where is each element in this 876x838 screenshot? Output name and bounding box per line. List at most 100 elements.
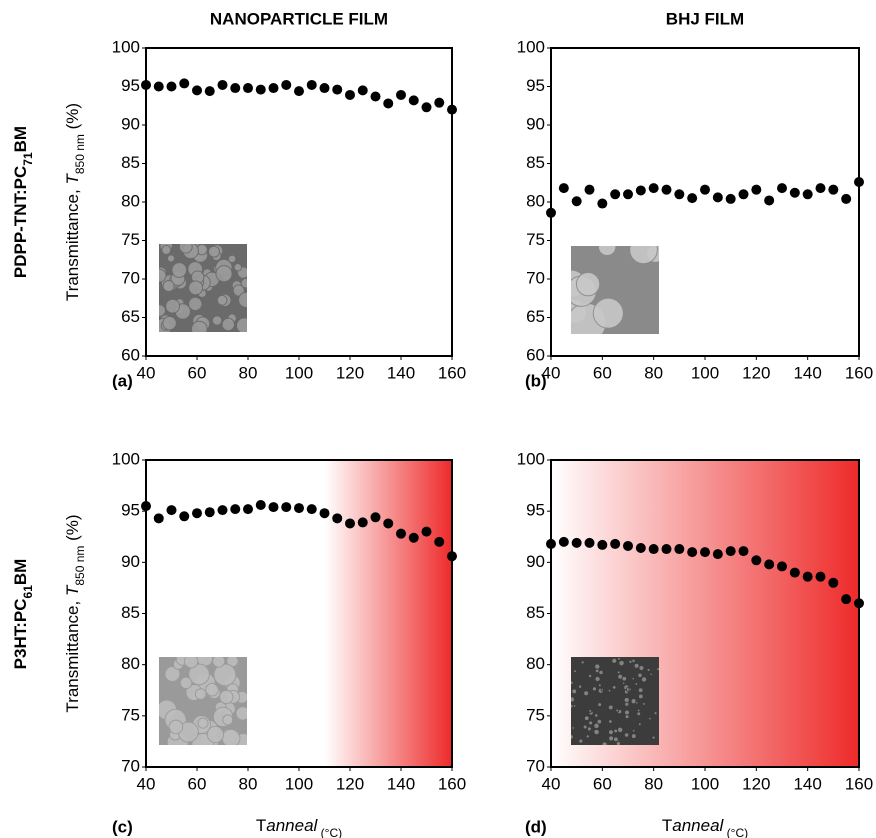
y-tick-label: 60 [526, 345, 545, 364]
y-tick-label: 80 [121, 191, 140, 210]
data-point [597, 198, 608, 209]
data-point [332, 513, 343, 524]
y-tick-label: 80 [526, 191, 545, 210]
data-point [610, 189, 621, 200]
data-point [558, 183, 569, 194]
data-point [281, 79, 292, 90]
data-point [306, 79, 317, 90]
data-point [712, 549, 723, 560]
data-point [764, 559, 775, 570]
data-point [383, 98, 394, 109]
data-point [345, 518, 355, 529]
y-tick-label: 90 [121, 114, 140, 133]
data-point [204, 507, 215, 518]
data-point [319, 83, 330, 94]
data-point [712, 192, 723, 203]
data-point [751, 555, 762, 566]
plot-frame [145, 47, 453, 357]
y-tick-label: 80 [526, 654, 545, 673]
x-tick-label: 60 [593, 774, 612, 793]
data-point [558, 536, 569, 547]
data-point [421, 102, 432, 113]
column-title: NANOPARTICLE FILM [210, 9, 388, 28]
data-point [635, 185, 646, 196]
data-point [255, 84, 266, 95]
y-tick-label: 85 [526, 603, 545, 622]
plot-frame [550, 47, 860, 357]
y-tick-label: 75 [526, 705, 545, 724]
y-tick-label: 95 [526, 501, 545, 520]
data-point [610, 538, 621, 549]
x-tick-label: 60 [188, 774, 207, 793]
data-point [584, 537, 595, 548]
data-point [268, 83, 279, 94]
x-tick-label: 160 [438, 774, 466, 793]
data-point [153, 513, 164, 524]
data-point [230, 83, 241, 94]
data-point [828, 184, 839, 195]
data-point [635, 543, 646, 554]
row-title: P3HT:PC61BM [11, 559, 35, 670]
data-point [281, 502, 292, 513]
data-point [255, 500, 266, 511]
row-title: PDPP-TNT:PC71BM [11, 126, 35, 278]
data-point [815, 571, 826, 582]
data-point [687, 193, 698, 204]
data-point [434, 97, 445, 108]
inset-image [571, 246, 659, 334]
panel-label: (c) [112, 817, 133, 836]
data-point [623, 540, 633, 551]
y-tick-label: 70 [121, 756, 140, 775]
data-point [408, 532, 419, 543]
data-point [700, 184, 710, 195]
data-point [357, 85, 368, 96]
x-tick-label: 140 [387, 774, 415, 793]
y-tick-label: 90 [526, 114, 545, 133]
data-point [396, 89, 406, 100]
data-point [319, 508, 330, 519]
data-point [268, 502, 279, 513]
data-point [192, 85, 202, 96]
y-tick-label: 75 [121, 230, 140, 249]
x-tick-label: 60 [188, 363, 207, 382]
data-point [345, 89, 355, 100]
x-tick-label: 160 [845, 363, 873, 382]
data-point [217, 505, 228, 516]
data-point [700, 547, 710, 558]
data-point [648, 544, 659, 555]
data-point [738, 546, 749, 557]
panel-label: (a) [112, 371, 133, 390]
data-point [294, 503, 304, 514]
panel-label: (b) [525, 371, 547, 390]
shaded-region [324, 460, 452, 767]
y-tick-label: 60 [121, 345, 140, 364]
x-tick-label: 160 [845, 774, 873, 793]
data-point [179, 511, 190, 522]
data-point [357, 517, 368, 528]
x-tick-label: 120 [742, 774, 770, 793]
data-point [408, 95, 419, 106]
y-tick-label: 85 [526, 153, 545, 172]
data-point [584, 184, 595, 195]
data-point [153, 81, 164, 92]
x-tick-label: 100 [285, 774, 313, 793]
data-point [777, 561, 787, 572]
x-tick-label: 80 [239, 774, 258, 793]
inset-image [571, 657, 659, 745]
data-point [332, 84, 343, 95]
panel-label: (d) [525, 817, 547, 836]
data-point [383, 518, 394, 529]
data-point [597, 539, 608, 550]
data-point [841, 594, 852, 605]
data-point [192, 508, 202, 519]
column-title: BHJ FILM [666, 9, 744, 28]
y-tick-label: 95 [526, 76, 545, 95]
data-point [802, 571, 813, 582]
y-tick-label: 100 [517, 37, 545, 56]
x-tick-label: 100 [285, 363, 313, 382]
data-point [828, 577, 839, 588]
x-tick-label: 160 [438, 363, 466, 382]
y-tick-label: 90 [526, 552, 545, 571]
data-point [751, 184, 762, 195]
